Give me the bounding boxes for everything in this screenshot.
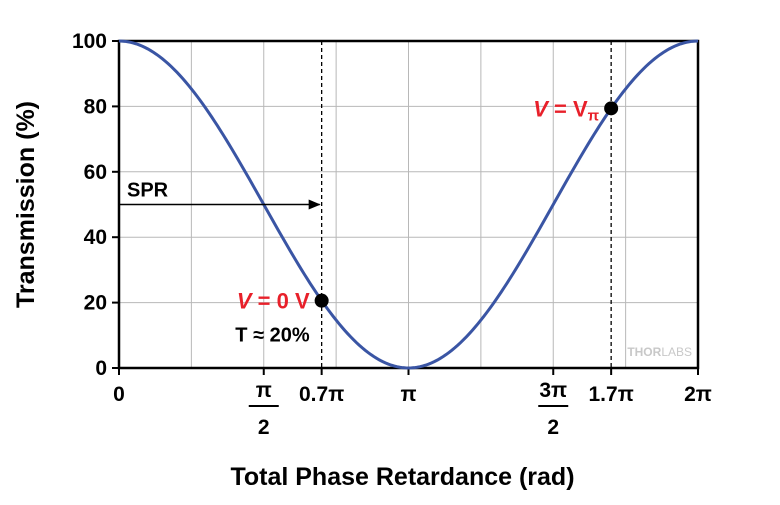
point-label-text: = V: [548, 96, 588, 121]
x-tick-label: 2π: [684, 383, 712, 406]
x-tick-label: 0: [113, 383, 125, 406]
data-point: [314, 293, 329, 308]
point-sublabel: T ≈ 20%: [235, 325, 310, 347]
y-tick-label: 100: [72, 30, 107, 53]
point-label: V = 0 V: [237, 289, 310, 314]
spr-label: SPR: [127, 180, 169, 202]
x-axis-label: Total Phase Retardance (rad): [230, 463, 574, 491]
watermark-thor: THOR: [627, 345, 661, 359]
x-tick-numerator: π: [256, 379, 272, 402]
marker-guide-lines: [320, 41, 612, 368]
x-tick-label: π: [400, 383, 416, 406]
y-tick-label: 80: [84, 95, 107, 118]
voltage-symbol: V: [237, 289, 254, 314]
voltage-symbol: V: [533, 96, 550, 121]
point-label: V = Vπ: [533, 96, 599, 124]
marker-points: V = 0 V T ≈ 20% V = Vπ: [235, 96, 619, 347]
y-tick-label: 0: [95, 357, 107, 380]
x-tick-denominator: 2: [258, 416, 270, 439]
spr-arrow-group: SPR: [119, 180, 321, 210]
data-point: [604, 101, 619, 116]
watermark-labs: LABS: [661, 345, 692, 359]
x-tick-label: 0.7π: [299, 383, 344, 406]
y-tick-label: 20: [84, 292, 107, 315]
point-label-text: = 0 V: [252, 289, 310, 314]
y-tick-label: 40: [84, 226, 107, 249]
point-label-subscript: π: [588, 107, 600, 124]
x-tick-numerator: 3π: [539, 379, 567, 402]
y-tick-label: 60: [84, 161, 107, 184]
y-axis-ticks: 0 20 40 60 80 100: [72, 30, 119, 380]
x-tick-label: 1.7π: [589, 383, 634, 406]
y-axis-label: Transmission (%): [12, 101, 40, 308]
x-axis-ticks: 0 π 2 0.7π π 3π 2 1.7π 2π: [113, 368, 712, 439]
thorlabs-watermark: THORLABS: [627, 345, 692, 359]
transmission-curve: [118, 39, 699, 370]
x-tick-denominator: 2: [547, 416, 559, 439]
